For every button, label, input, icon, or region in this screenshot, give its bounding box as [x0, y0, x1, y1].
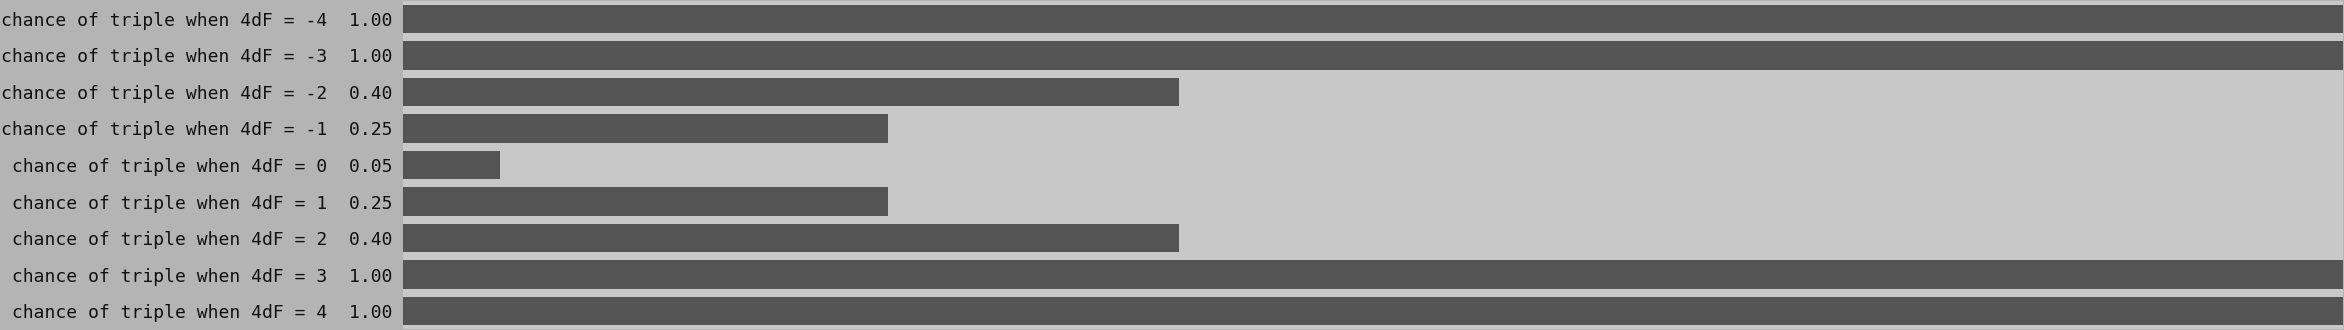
Bar [403, 224, 2344, 252]
Bar [403, 224, 1179, 252]
Bar [403, 5, 2344, 33]
Bar [403, 114, 2344, 143]
Bar [403, 151, 2344, 179]
Bar [403, 260, 2344, 289]
Bar [403, 114, 888, 143]
Bar [403, 5, 2344, 33]
Bar [403, 41, 2344, 70]
Bar [403, 260, 2344, 289]
Bar [403, 78, 2344, 106]
Bar [403, 41, 2344, 70]
Bar [403, 297, 2344, 325]
Bar [403, 187, 888, 216]
Bar [403, 78, 1179, 106]
Bar [403, 297, 2344, 325]
Bar [403, 187, 2344, 216]
Bar [403, 151, 499, 179]
